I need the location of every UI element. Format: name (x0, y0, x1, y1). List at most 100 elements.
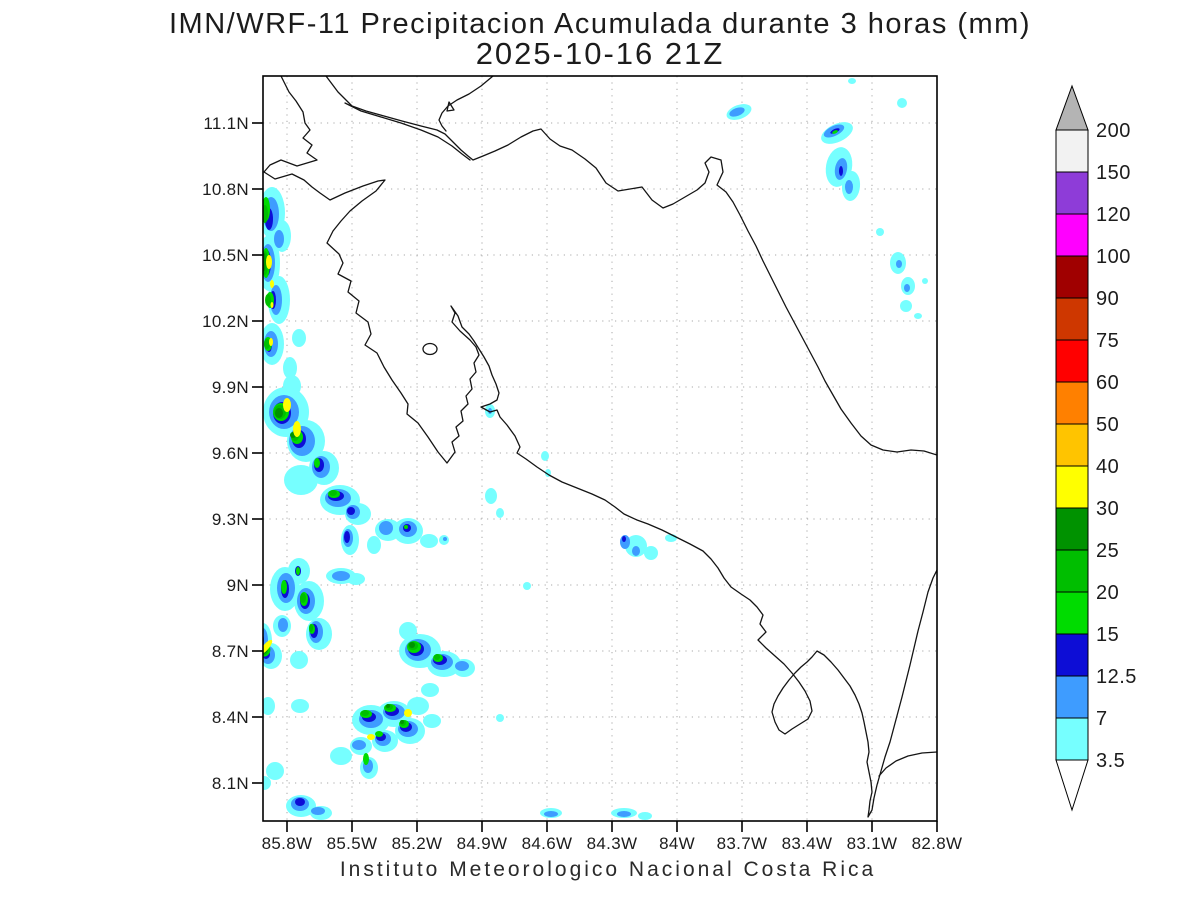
precip-cell (281, 580, 287, 594)
colorbar-band (1055, 465, 1089, 509)
colorbar-tick-label: 50 (1096, 414, 1119, 436)
precip-cell (363, 753, 369, 765)
precip-cell (311, 807, 325, 815)
precip-cell (263, 205, 268, 223)
precip-cell (264, 339, 270, 349)
precip-cell (638, 812, 652, 820)
precip-cell (423, 714, 441, 728)
colorbar-band (1055, 129, 1089, 173)
precip-cell (845, 180, 853, 194)
pacific-coastline (263, 76, 937, 818)
colorbar-tick-label: 30 (1096, 498, 1119, 520)
colorbar-tick-label: 120 (1096, 204, 1131, 226)
colorbar-band (1055, 171, 1089, 215)
precip-cell (379, 521, 393, 535)
nicaragua-border-caribbean-coastline (325, 76, 937, 456)
colorbar-tick-label: 75 (1096, 330, 1119, 352)
lon-tick-label: 84W (659, 834, 695, 853)
precip-cell (290, 651, 308, 669)
lon-tick-label: 85.2W (392, 834, 443, 853)
precip-cell (270, 280, 274, 288)
lat-tick-label: 9.9N (212, 378, 249, 397)
precip-cell (617, 811, 631, 817)
precip-cell (367, 734, 375, 740)
colorbar-tick-label: 20 (1096, 582, 1119, 604)
precip-cell (263, 639, 273, 655)
precip-cell (496, 508, 504, 518)
precip-cell (544, 811, 558, 817)
lat-tick-label: 11.1N (203, 114, 249, 133)
colorbar-band (1055, 423, 1089, 467)
colorbar-tick-label: 25 (1096, 540, 1119, 562)
precip-cell (344, 531, 350, 543)
colorbar-tick-label: 7 (1096, 708, 1108, 730)
lat-axis: 11.1N 10.8N 10.5N 10.2N 9.9N 9.6N 9.3N 9… (202, 114, 249, 793)
precip-cell (300, 593, 306, 603)
colorbar-tick-label: 150 (1096, 162, 1131, 184)
lon-axis-ticks (286, 821, 938, 832)
precip-cell (283, 398, 291, 412)
map-frame (252, 75, 938, 832)
precip-cell (839, 166, 843, 176)
precip-cell (314, 458, 320, 468)
colorbar-band (1055, 675, 1089, 719)
precip-cell (904, 284, 910, 292)
precip-cell (309, 624, 313, 632)
colorbar-tick-label: 100 (1096, 246, 1131, 268)
precip-cell (644, 546, 658, 560)
precip-cell (292, 329, 306, 347)
precip-cell (404, 709, 412, 717)
precip-cell (399, 622, 417, 640)
lon-axis: 85.8W 85.5W 85.2W 84.9W 84.6W 84.3W 84W … (262, 834, 962, 853)
colorbar-band (1055, 507, 1089, 551)
colorbar-band (1055, 633, 1089, 677)
precip-cell (434, 654, 440, 660)
colorbar-band (1055, 339, 1089, 383)
precip-cell (407, 697, 429, 715)
lat-tick-label: 10.5N (202, 246, 249, 265)
grid (263, 76, 937, 821)
colorbar-band (1055, 255, 1089, 299)
lon-tick-label: 85.8W (262, 834, 313, 853)
lat-tick-label: 8.1N (212, 774, 249, 793)
lat-tick-label: 8.4N (212, 708, 249, 727)
precip-cell (914, 313, 922, 319)
precip-cell (332, 571, 350, 581)
precip-cell (404, 525, 408, 529)
precip-cell (330, 747, 352, 765)
colorbar-arrow-up (1055, 84, 1089, 131)
precip-cell (832, 130, 838, 134)
precip-cell (922, 278, 928, 284)
colorbar-tick-label: 12.5 (1096, 666, 1137, 688)
precip-cell (295, 798, 305, 806)
map-title-line2: 2025-10-16 21Z (476, 36, 725, 71)
precip-cell (900, 300, 912, 312)
panama-coast (878, 751, 937, 777)
precip-cell (485, 488, 497, 504)
lat-tick-label: 9.6N (212, 444, 249, 463)
precip-cell (270, 302, 274, 308)
lake-island (446, 101, 455, 112)
colorbar-band (1055, 549, 1089, 593)
precip-cell (897, 98, 907, 108)
precip-cell (420, 534, 438, 548)
chira-island (422, 342, 438, 356)
precip-cell (284, 465, 318, 495)
colorbar-band (1055, 717, 1089, 761)
precip-cell (265, 294, 271, 306)
lat-tick-label: 8.7N (212, 642, 249, 661)
precip-cell (275, 408, 283, 418)
lat-axis-ticks (252, 122, 263, 784)
map-title-line1: IMN/WRF-11 Precipitacion Acumulada duran… (169, 8, 1031, 40)
precip-cell (375, 731, 383, 737)
precip-cell (409, 642, 415, 648)
precip-cell (896, 260, 902, 268)
precip-cell (278, 618, 288, 632)
precip-cell (296, 567, 300, 575)
colorbar-tick-label: 200 (1096, 120, 1131, 142)
precip-cell (293, 421, 301, 437)
colorbar-tick-label: 3.5 (1096, 750, 1125, 772)
rivas-isthmus-coast (344, 102, 471, 161)
precip-cell (291, 699, 309, 713)
